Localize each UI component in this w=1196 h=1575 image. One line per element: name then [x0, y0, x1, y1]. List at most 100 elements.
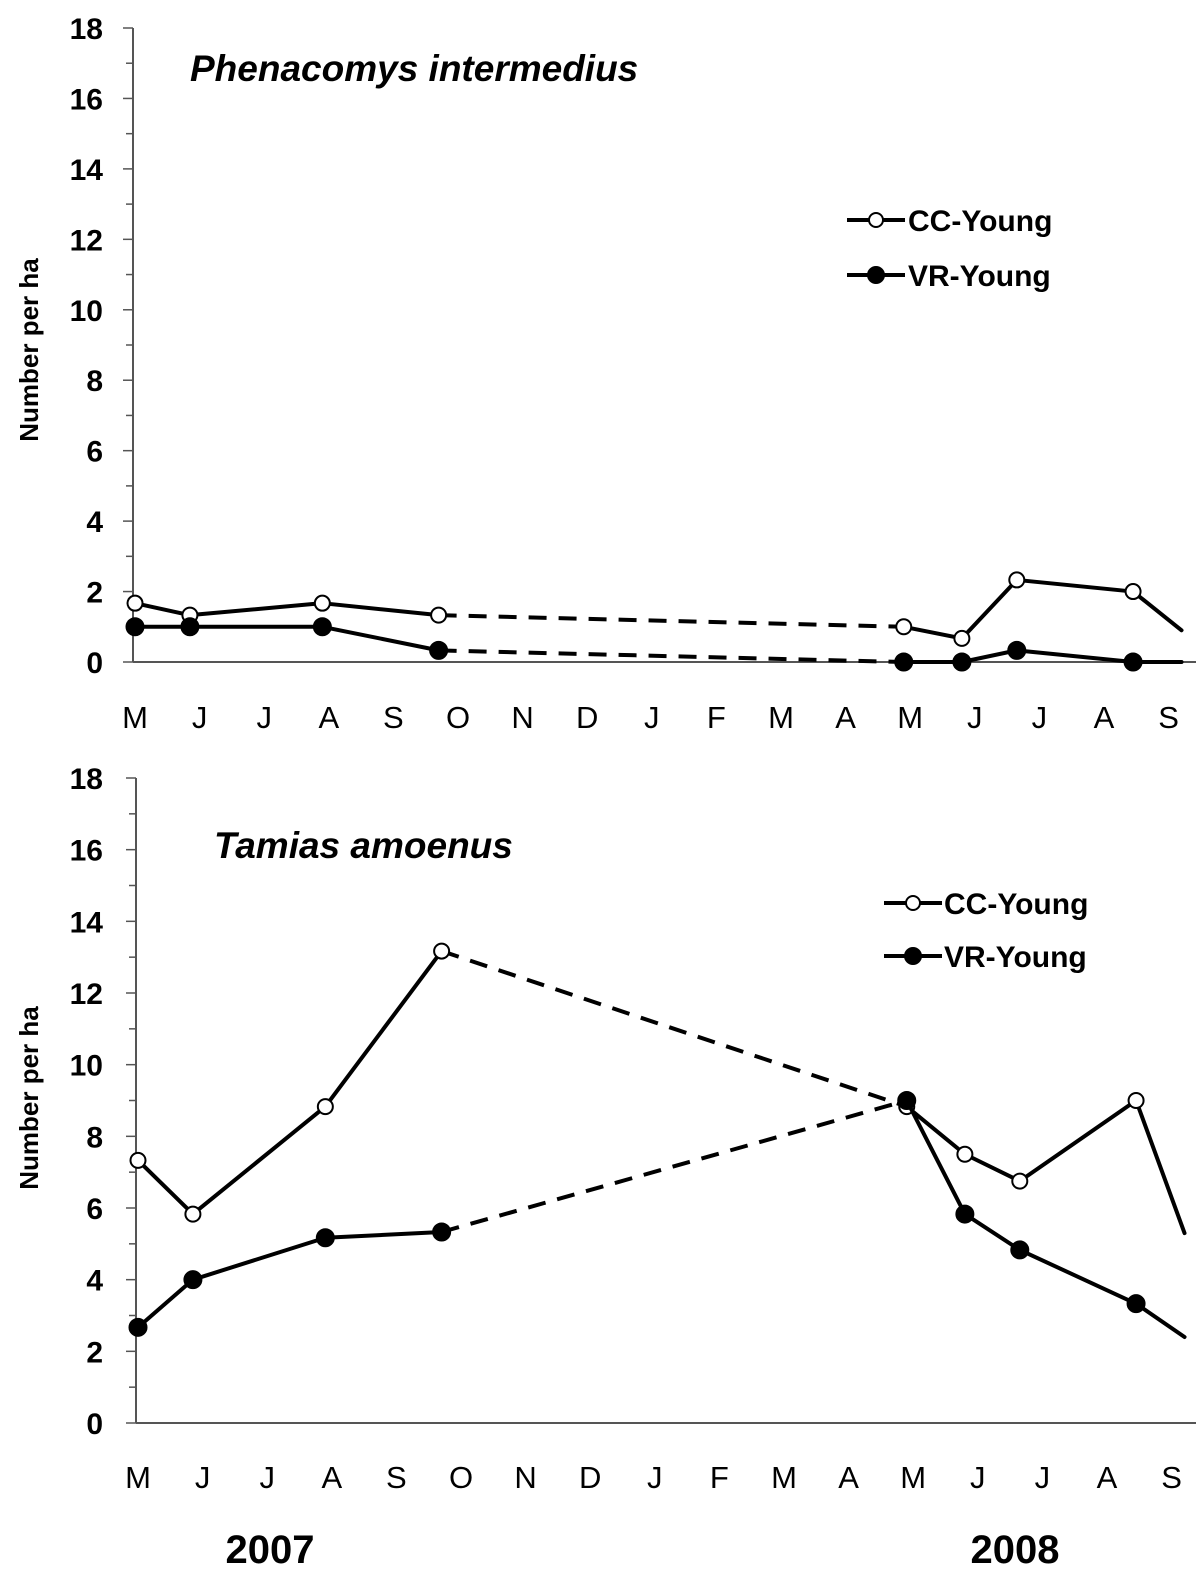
y-tick-label: 14 — [70, 906, 104, 939]
x-month-label: N — [514, 1460, 536, 1495]
panel1-y-axis-label: Number per ha — [14, 258, 44, 442]
y-tick-label: 6 — [86, 436, 103, 469]
x-month-label: A — [1094, 700, 1115, 735]
series-cc-young-line-segment — [901, 624, 964, 641]
series-cc-young-point — [313, 594, 331, 612]
x-month-label: J — [644, 700, 660, 735]
y-tick-label: 8 — [86, 365, 103, 398]
panel2-title: Tamias amoenus — [214, 825, 513, 866]
series-vr-young-point — [1123, 652, 1143, 672]
x-month-label: A — [838, 1460, 859, 1495]
series-vr-young-point — [429, 640, 449, 660]
y-tick-label: 14 — [70, 154, 104, 187]
series-cc-young-point — [1127, 1092, 1145, 1109]
series-vr-young-line-segment — [1134, 1301, 1187, 1339]
series-cc-young-point — [126, 594, 144, 612]
series-vr-young-gap-dashed-line — [441, 1098, 908, 1234]
series-vr-young-point — [897, 1091, 917, 1110]
series-vr-young-point — [180, 617, 200, 637]
series-vr-young-point — [128, 1317, 148, 1337]
x-month-label: A — [1097, 1460, 1118, 1495]
x-month-label: A — [835, 700, 856, 735]
series-vr-young-gap-dashed-line — [438, 648, 904, 664]
series-vr-young-line-segment — [136, 1277, 195, 1330]
y-tick-label: 16 — [70, 83, 103, 116]
series-cc-young-line-segment — [136, 1158, 195, 1217]
x-month-label: J — [195, 1460, 211, 1495]
series-cc-young-line-segment — [133, 601, 192, 618]
series-vr-young-point — [952, 652, 972, 672]
series-cc-young-line-segment — [320, 601, 441, 618]
series-vr-young-point — [312, 617, 332, 637]
x-month-label: S — [386, 1460, 407, 1495]
panel-phenacomys: 0 2 4 6 8 10 12 14 16 18 M J J A S O N D J F M A M J J A S Phenac… — [14, 13, 1196, 735]
x-month-label: M — [897, 700, 923, 735]
series-vr-young-line-segment — [962, 1212, 1022, 1252]
series-vr-young-line-segment — [904, 1098, 967, 1217]
x-month-label: A — [318, 700, 339, 735]
series-cc-young-line-segment — [1014, 577, 1136, 594]
series-cc-young-point — [184, 1205, 202, 1223]
series-vr-young-point — [1010, 1240, 1030, 1260]
y-tick-label: 6 — [86, 1193, 103, 1226]
series-cc-young-gap-dashed-line — [440, 949, 908, 1109]
panel1-legend-label-vr: VR-Young — [908, 260, 1051, 293]
x-month-label: S — [1161, 1460, 1182, 1495]
x-month-label: M — [122, 700, 148, 735]
series-cc-young-line-segment — [959, 577, 1019, 641]
y-tick-label: 12 — [70, 978, 103, 1011]
x-month-label: M — [771, 1460, 797, 1495]
panel2-legend: CC-Young VR-Young — [884, 888, 1088, 974]
x-month-label: S — [383, 700, 404, 735]
series-cc-young-point — [129, 1151, 147, 1169]
series-vr-young-point — [125, 617, 145, 637]
series-cc-young-point — [433, 942, 451, 960]
y-tick-label: 4 — [86, 1265, 103, 1298]
y-tick-label: 2 — [86, 577, 103, 610]
series-cc-young-line-segment — [1017, 1098, 1139, 1184]
series-cc-young-line-segment — [190, 1104, 328, 1217]
panel-tamias: 0 2 4 6 8 10 12 14 16 18 M J J A S O N D J F M A M J J A S Tamias… — [14, 763, 1196, 1495]
x-month-label: A — [321, 1460, 342, 1495]
panel2-y-axis-label: Number per ha — [14, 1006, 44, 1190]
y-tick-label: 10 — [70, 1050, 103, 1083]
panel2-legend-label-vr: VR-Young — [944, 941, 1087, 974]
series-cc-young-line-segment — [187, 601, 325, 618]
x-month-label: F — [710, 1460, 729, 1495]
panel1-y-axis: 0 2 4 6 8 10 12 14 16 18 — [70, 13, 134, 680]
series-vr-young-line-segment — [1017, 1247, 1139, 1306]
series-vr-young-point — [1126, 1294, 1146, 1314]
x-month-label: J — [647, 1460, 663, 1495]
y-tick-label: 10 — [70, 295, 103, 328]
panel2-plot-area — [128, 942, 1187, 1339]
open-circle-icon — [868, 212, 884, 228]
series-cc-young-point — [316, 1098, 334, 1116]
x-month-label: O — [446, 700, 470, 735]
filled-circle-icon — [904, 947, 922, 965]
x-month-label: M — [125, 1460, 151, 1495]
panel1-title: Phenacomys intermedius — [190, 48, 638, 89]
series-vr-young-point — [1007, 640, 1027, 660]
x-month-label: J — [192, 700, 208, 735]
series-vr-young-line-segment — [323, 1230, 444, 1240]
series-vr-young-line-segment — [1014, 648, 1136, 664]
year-label-2008: 2008 — [971, 1528, 1060, 1572]
panel2-legend-label-cc: CC-Young — [944, 888, 1088, 921]
panel1-plot-area — [125, 571, 1184, 672]
x-month-label: N — [511, 700, 533, 735]
series-cc-young-line-segment — [962, 1152, 1022, 1184]
x-month-label: J — [1032, 700, 1048, 735]
series-cc-young-point — [953, 629, 971, 647]
panel2-y-axis: 0 2 4 6 8 10 12 14 16 18 — [70, 763, 137, 1441]
series-cc-young-point — [956, 1145, 974, 1163]
series-cc-young-line-segment — [1131, 589, 1184, 633]
x-month-label: J — [970, 1460, 986, 1495]
filled-circle-icon — [867, 266, 885, 284]
panel1-legend-item-vr: VR-Young — [847, 260, 1051, 293]
y-tick-label: 0 — [86, 647, 103, 680]
x-month-label: O — [449, 1460, 473, 1495]
x-month-label: J — [967, 700, 983, 735]
series-vr-young-line-segment — [320, 624, 441, 653]
